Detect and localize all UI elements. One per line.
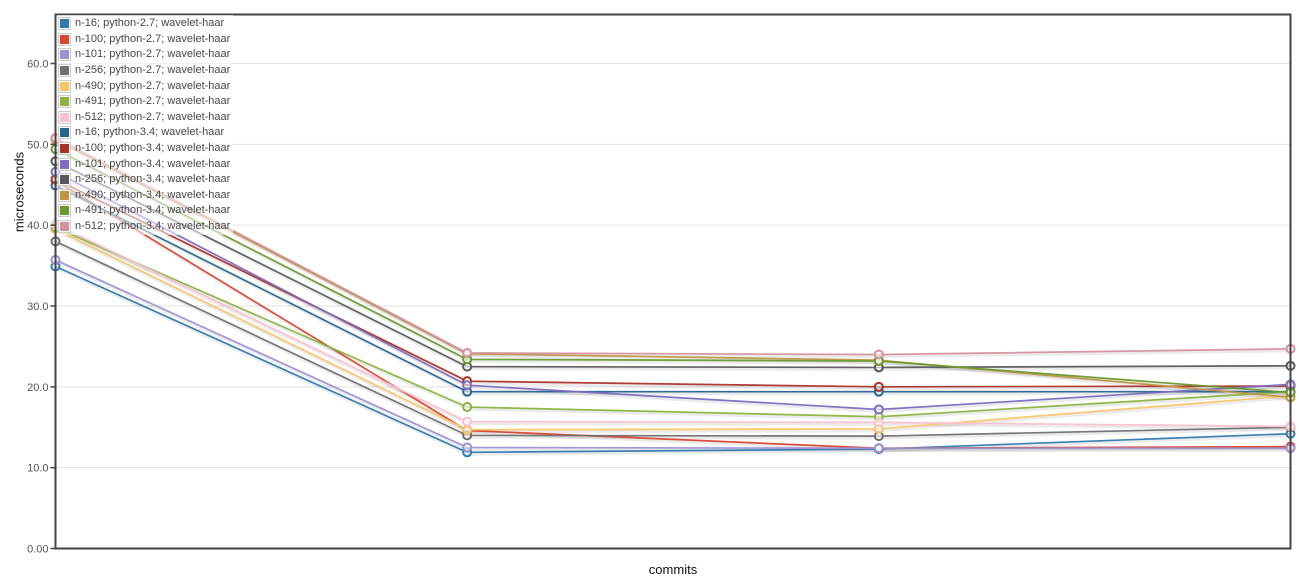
line-shadows	[55, 138, 1292, 456]
series-line[interactable]	[55, 265, 1291, 454]
series-shadow	[55, 267, 1292, 456]
data-point[interactable]	[873, 417, 884, 428]
legend-item-label: n-512; python-2.7; wavelet-haar	[75, 110, 231, 123]
legend-item: n-490; python-3.4; wavelet-haar	[58, 188, 230, 204]
series-shadow	[55, 138, 1292, 359]
legend-item: n-101; python-3.4; wavelet-haar	[58, 156, 230, 172]
legend-item: n-491; python-2.7; wavelet-haar	[58, 94, 230, 110]
series-line[interactable]	[55, 226, 1291, 418]
y-tick-label: 20.0	[27, 382, 48, 394]
legend-item-label: n-101; python-3.4; wavelet-haar	[75, 157, 231, 170]
x-axis-label: commits	[648, 562, 698, 577]
data-point[interactable]	[873, 349, 884, 360]
legend-item-label: n-100; python-2.7; wavelet-haar	[75, 32, 231, 45]
series-line[interactable]	[55, 148, 1291, 394]
y-axis-label: microseconds	[11, 151, 27, 233]
legend-color-swatch-icon	[58, 204, 71, 218]
legend-item: n-16; python-2.7; wavelet-haar	[58, 16, 230, 32]
y-tick-label: 10.0	[27, 463, 48, 475]
y-tick-label: 40.0	[27, 220, 48, 232]
series-shadow	[55, 161, 1292, 371]
legend-color-swatch-icon	[58, 95, 71, 109]
legend-item-label: n-16; python-3.4; wavelet-haar	[75, 126, 225, 139]
data-point[interactable]	[462, 442, 473, 453]
data-point[interactable]	[462, 424, 473, 435]
legend-color-swatch-icon	[58, 48, 71, 62]
y-axis-ticks: 0.00 10.0 20.0 30.0 40.0 50.0 60.0	[27, 59, 56, 556]
legend-item: n-491; python-3.4; wavelet-haar	[58, 203, 230, 219]
series-line[interactable]	[55, 178, 1291, 388]
legend-item-label: n-16; python-2.7; wavelet-haar	[75, 17, 225, 30]
series-markers	[50, 132, 1296, 458]
series-shadow	[55, 229, 1292, 434]
legend-item: n-256; python-2.7; wavelet-haar	[58, 63, 230, 79]
legend-item-label: n-491; python-2.7; wavelet-haar	[75, 95, 231, 108]
legend-color-swatch-icon	[58, 64, 71, 78]
data-point[interactable]	[462, 380, 473, 391]
series-line[interactable]	[55, 171, 1291, 411]
series-shadow	[55, 172, 1292, 413]
series-line[interactable]	[55, 228, 1291, 431]
legend-item-label: n-256; python-2.7; wavelet-haar	[75, 64, 231, 77]
legend-color-swatch-icon	[58, 157, 71, 171]
series-line[interactable]	[55, 223, 1291, 428]
y-tick-label: 30.0	[27, 301, 48, 313]
series-shadow	[55, 140, 1292, 401]
legend-item: n-512; python-2.7; wavelet-haar	[58, 110, 230, 126]
chart-legend: n-16; python-2.7; wavelet-haar n-100; pyt…	[57, 15, 234, 236]
y-tick-label: 0.00	[27, 544, 48, 556]
legend-color-swatch-icon	[58, 188, 71, 202]
series-shadow	[55, 228, 1292, 421]
legend-color-swatch-icon	[58, 220, 71, 234]
series-line[interactable]	[55, 137, 1291, 356]
legend-color-swatch-icon	[58, 126, 71, 140]
series-line[interactable]	[55, 184, 1291, 393]
legend-item-label: n-256; python-3.4; wavelet-haar	[75, 173, 231, 186]
legend-item-label: n-512; python-3.4; wavelet-haar	[75, 220, 231, 233]
series-shadow	[55, 186, 1292, 396]
series-shadow	[55, 225, 1292, 430]
legend-color-swatch-icon	[58, 32, 71, 46]
legend-item-label: n-101; python-2.7; wavelet-haar	[75, 48, 231, 61]
data-point[interactable]	[873, 404, 884, 415]
legend-item-label: n-491; python-3.4; wavelet-haar	[75, 204, 231, 217]
series-shadow	[55, 241, 1292, 440]
legend-item-label: n-100; python-3.4; wavelet-haar	[75, 142, 231, 155]
legend-color-swatch-icon	[58, 142, 71, 156]
series-shadow	[55, 179, 1292, 391]
gridlines	[55, 63, 1291, 469]
legend-color-swatch-icon	[58, 110, 71, 124]
series-line[interactable]	[55, 138, 1291, 399]
data-point[interactable]	[462, 402, 473, 413]
legend-item-label: n-490; python-3.4; wavelet-haar	[75, 188, 231, 201]
legend-item: n-256; python-3.4; wavelet-haar	[58, 172, 230, 188]
y-tick-label: 60.0	[27, 59, 48, 71]
series-lines	[55, 137, 1291, 454]
data-point[interactable]	[462, 347, 473, 358]
legend-item: n-16; python-3.4; wavelet-haar	[58, 125, 230, 141]
y-tick-label: 50.0	[27, 139, 48, 151]
data-point[interactable]	[873, 443, 884, 454]
legend-color-swatch-icon	[58, 17, 71, 31]
legend-item: n-101; python-2.7; wavelet-haar	[58, 47, 230, 63]
legend-item: n-512; python-3.4; wavelet-haar	[58, 219, 230, 235]
plot-frame	[54, 13, 1292, 550]
series-line[interactable]	[55, 160, 1291, 369]
legend-item: n-100; python-3.4; wavelet-haar	[58, 141, 230, 157]
legend-item: n-490; python-2.7; wavelet-haar	[58, 78, 230, 94]
legend-color-swatch-icon	[58, 79, 71, 93]
series-line[interactable]	[55, 240, 1291, 437]
data-point[interactable]	[873, 381, 884, 392]
data-point[interactable]	[462, 416, 473, 427]
legend-item: n-100; python-2.7; wavelet-haar	[58, 32, 230, 48]
series-shadow	[55, 181, 1292, 452]
legend-item-label: n-490; python-2.7; wavelet-haar	[75, 79, 231, 92]
legend-color-swatch-icon	[58, 173, 71, 187]
series-line[interactable]	[55, 259, 1291, 450]
